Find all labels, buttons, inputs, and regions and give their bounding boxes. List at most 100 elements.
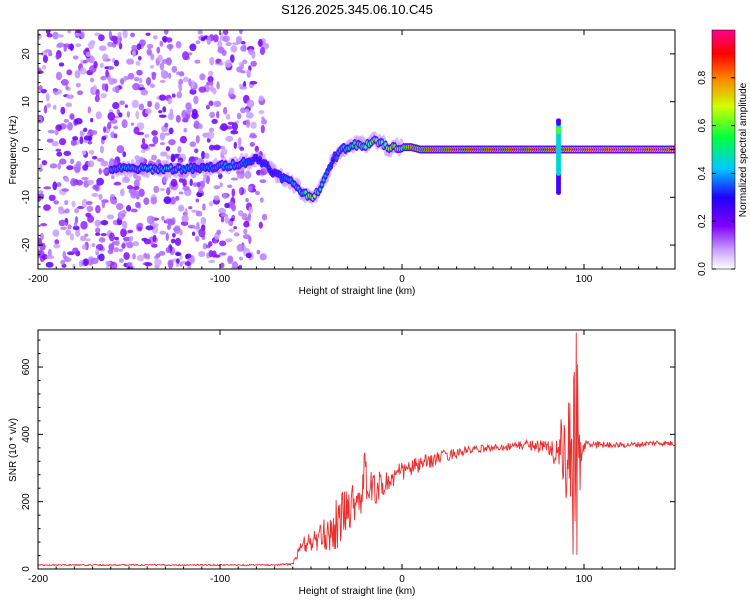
noise-blob xyxy=(45,92,50,102)
ridge-core xyxy=(266,163,269,167)
spectrogram-ytick-label: -10 xyxy=(21,190,32,205)
noise-blob xyxy=(52,104,57,110)
snr-y-axis: 0 200 400 600 xyxy=(21,339,675,572)
noise-blob xyxy=(112,78,118,84)
noise-blob xyxy=(231,188,236,198)
noise-blob xyxy=(230,129,239,135)
noise-blob xyxy=(224,215,229,224)
noise-blob xyxy=(261,116,265,121)
ridge-core xyxy=(364,145,367,149)
noise-blob xyxy=(151,243,158,248)
noise-blob xyxy=(189,43,197,52)
noise-blob xyxy=(240,107,246,114)
noise-blob xyxy=(138,77,143,84)
noise-blob xyxy=(113,247,119,253)
noise-blob xyxy=(108,30,113,40)
noise-blob xyxy=(165,247,171,254)
noise-blob xyxy=(166,187,171,196)
noise-blob xyxy=(85,200,93,206)
colorbar-label: Normalized spectral amplitude xyxy=(738,82,749,217)
noise-blob xyxy=(258,221,263,229)
noise-blob xyxy=(85,51,91,58)
noise-blob xyxy=(54,129,59,136)
noise-blob xyxy=(83,258,89,267)
noise-blob xyxy=(152,234,157,243)
noise-blob xyxy=(98,34,105,42)
noise-blob xyxy=(166,224,171,231)
noise-blob xyxy=(223,30,229,36)
noise-blob xyxy=(194,148,199,154)
noise-blob xyxy=(244,108,250,114)
noise-blob xyxy=(131,44,138,52)
noise-blob xyxy=(79,67,87,75)
noise-blob xyxy=(231,261,239,269)
noise-blob xyxy=(189,178,193,187)
noise-blob xyxy=(118,112,123,118)
noise-blob xyxy=(200,216,207,225)
noise-blob xyxy=(178,78,184,85)
noise-blob xyxy=(245,197,249,203)
noise-blob xyxy=(196,181,201,188)
noise-blob xyxy=(96,157,105,162)
noise-blob xyxy=(249,134,258,139)
noise-blob xyxy=(43,186,52,190)
noise-blob xyxy=(208,144,215,151)
noise-blob xyxy=(67,251,75,256)
noise-blob xyxy=(197,30,203,35)
noise-blob xyxy=(198,86,207,93)
noise-blob xyxy=(186,109,192,115)
noise-blob xyxy=(118,248,124,252)
noise-blob xyxy=(66,94,75,99)
noise-blob xyxy=(52,31,59,40)
noise-blob xyxy=(60,226,68,231)
noise-blob xyxy=(95,227,101,234)
noise-blob xyxy=(176,71,181,76)
noise-blob xyxy=(94,95,100,103)
noise-blob xyxy=(192,182,198,187)
noise-blob xyxy=(182,179,187,187)
noise-blob xyxy=(179,135,188,144)
ridge-core xyxy=(304,190,307,194)
noise-blob xyxy=(163,30,169,35)
noise-blob xyxy=(243,220,250,228)
noise-blob xyxy=(75,161,82,168)
noise-blob xyxy=(198,123,203,130)
noise-blob xyxy=(160,188,165,192)
noise-blob xyxy=(242,59,248,65)
noise-blob xyxy=(137,55,142,61)
noise-blob xyxy=(233,141,237,149)
noise-blob xyxy=(228,87,235,95)
noise-blob xyxy=(63,222,68,226)
noise-blob xyxy=(121,243,126,249)
noise-blob xyxy=(182,51,190,61)
noise-blob xyxy=(86,205,94,213)
spectrogram-ridge-layer xyxy=(108,118,675,205)
noise-blob xyxy=(119,188,125,197)
noise-blob xyxy=(66,165,74,171)
noise-blob xyxy=(249,80,258,85)
noise-blob xyxy=(41,88,45,93)
noise-blob xyxy=(143,238,151,245)
noise-blob xyxy=(172,232,176,238)
noise-blob xyxy=(113,182,119,186)
noise-blob xyxy=(113,59,119,67)
noise-blob xyxy=(63,118,70,123)
noise-blob xyxy=(181,109,187,119)
noise-blob xyxy=(62,250,66,260)
noise-blob xyxy=(238,187,242,195)
noise-blob xyxy=(45,261,54,268)
noise-blob xyxy=(90,162,95,167)
noise-blob xyxy=(39,232,44,241)
noise-blob xyxy=(67,30,72,34)
noise-blob xyxy=(49,163,58,169)
noise-blob xyxy=(98,253,105,262)
noise-blob xyxy=(147,100,152,108)
noise-blob xyxy=(188,206,193,210)
noise-blob xyxy=(42,54,48,63)
noise-blob xyxy=(178,191,184,195)
noise-blob xyxy=(162,106,167,113)
noise-blob xyxy=(249,142,255,147)
noise-blob xyxy=(159,79,166,83)
noise-blob xyxy=(198,251,206,258)
